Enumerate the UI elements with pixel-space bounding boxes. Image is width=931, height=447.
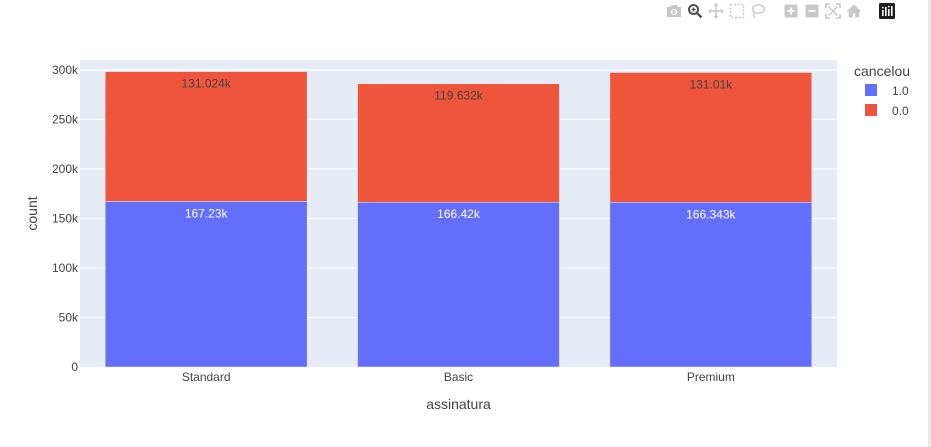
zoom-icon[interactable] [685, 2, 705, 20]
y-tick-labels: 0 50k 100k 150k 200k 250k 300k [52, 63, 79, 374]
modebar [664, 2, 898, 20]
y-axis-title: count [24, 196, 40, 230]
bar-data-label: 131.024k [181, 77, 231, 91]
y-tick-label: 100k [52, 261, 79, 275]
bar-premium-1-0[interactable] [609, 202, 813, 368]
legend-item-label[interactable]: 1.0 [892, 84, 909, 98]
bar-data-label: 166.343k [686, 207, 736, 221]
data-labels: 167.23k 131.024k 166.42k 119.632k 166.343k 13… [181, 77, 736, 222]
box-select-icon[interactable] [727, 2, 747, 20]
x-tick-labels: Standard Basic Premium [182, 370, 735, 384]
y-tick-label: 0 [71, 360, 78, 374]
bar-premium-0-0[interactable] [609, 72, 813, 203]
autoscale-icon[interactable] [823, 2, 843, 20]
y-tick-label: 200k [52, 162, 79, 176]
bar-basic-0-0[interactable] [357, 83, 560, 203]
x-tick-label: Basic [444, 370, 473, 384]
zoom-out-icon[interactable] [802, 2, 822, 20]
legend-item-label[interactable]: 0.0 [892, 104, 909, 118]
pan-icon[interactable] [706, 2, 726, 20]
y-tick-label: 250k [52, 112, 79, 126]
x-tick-label: Premium [687, 370, 735, 384]
bar-data-label: 119.632k [434, 89, 483, 103]
bar-data-label: 131.01k [689, 78, 733, 92]
bar-data-label: 167.23k [185, 206, 229, 220]
bar-basic-1-0[interactable] [357, 201, 560, 368]
x-tick-label: Standard [182, 370, 231, 384]
legend[interactable]: cancelou 1.0 0.0 [854, 63, 910, 118]
legend-title: cancelou [854, 63, 910, 79]
y-tick-label: 150k [52, 211, 79, 225]
bar-standard-1-0[interactable] [104, 201, 308, 368]
x-axis-title: assinatura [426, 396, 491, 412]
y-tick-label: 300k [52, 63, 79, 77]
legend-swatch[interactable] [865, 104, 877, 116]
plotly-logo-icon[interactable] [877, 2, 897, 20]
y-tick-label: 50k [59, 310, 79, 324]
bars [104, 71, 813, 368]
legend-swatch[interactable] [865, 84, 877, 96]
lasso-select-icon[interactable] [748, 2, 768, 20]
bar-standard-0-0[interactable] [104, 71, 308, 202]
zoom-in-icon[interactable] [781, 2, 801, 20]
camera-icon[interactable] [664, 2, 684, 20]
bar-data-label: 166.42k [437, 207, 481, 221]
right-border [928, 0, 931, 447]
home-icon[interactable] [844, 2, 864, 20]
